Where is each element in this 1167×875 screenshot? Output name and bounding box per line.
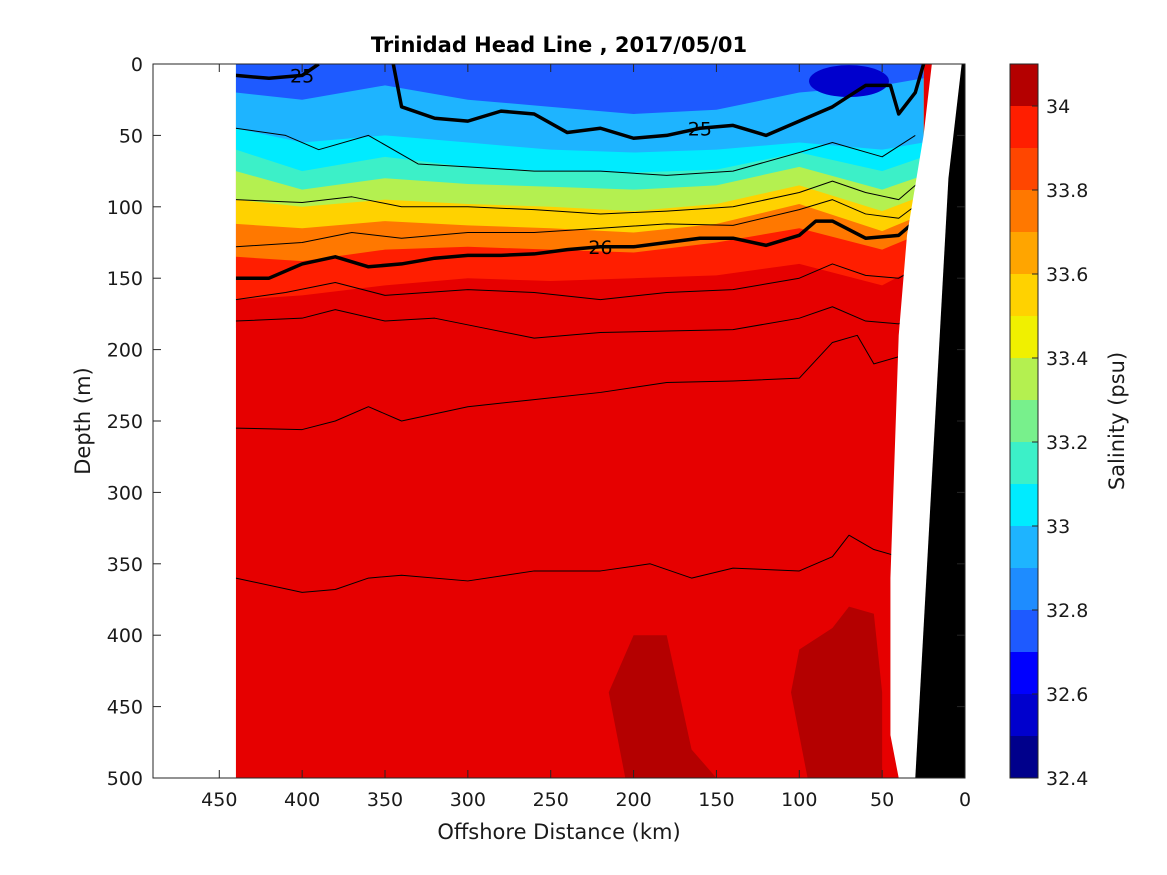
colorbar-tick-label: 33.6 <box>1046 264 1088 286</box>
high-salinity-patch-0 <box>235 371 907 778</box>
density-contour-4 <box>235 177 924 215</box>
density-contour-8 <box>235 334 916 431</box>
colorbar-swatch-top <box>1010 64 1038 106</box>
colorbar-swatch <box>1010 568 1038 610</box>
fresh-pocket-nearshore <box>809 65 889 98</box>
x-tick-label: 450 <box>201 789 237 811</box>
x-tick-label: 250 <box>533 789 569 811</box>
chart-title: Trinidad Head Line , 2017/05/01 <box>371 33 747 57</box>
colorbar-swatch <box>1010 316 1038 358</box>
plot-area: 25 25 26 <box>153 64 965 778</box>
no-data-region <box>153 64 236 778</box>
x-tick-label: 100 <box>781 789 817 811</box>
density-contour-0 <box>235 64 320 81</box>
colorbar-label: Salinity (psu) <box>1105 352 1129 490</box>
x-tick-label: 350 <box>367 789 403 811</box>
fresh-pocket-mid <box>664 73 735 98</box>
colorbar: 32.4 32.6 32.8 33 33.2 33.4 33.6 33.8 34 <box>1009 63 1088 790</box>
contour-label-0: 25 <box>290 65 314 87</box>
x-tick-label: 150 <box>698 789 734 811</box>
x-tick-label: 400 <box>284 789 320 811</box>
density-contour-1 <box>391 64 926 141</box>
x-tick-label: 300 <box>450 789 486 811</box>
colorbar-swatch <box>1010 736 1038 778</box>
x-axis-label: Offshore Distance (km) <box>437 820 680 844</box>
salinity-band-8 <box>235 64 924 114</box>
y-axis-ticks: 0 50 100 150 200 250 300 350 400 450 500 <box>107 54 965 790</box>
colorbar-swatch <box>1010 358 1038 400</box>
y-tick-label: 250 <box>107 411 143 433</box>
colorbar-tick-label: 33.8 <box>1046 180 1088 202</box>
colorbar-swatch <box>1010 274 1038 316</box>
density-contour-6 <box>235 263 924 301</box>
y-axis-label: Depth (m) <box>71 367 95 474</box>
density-contour-9 <box>235 534 899 593</box>
density-contour-5 <box>235 199 924 248</box>
colorbar-swatch <box>1010 484 1038 526</box>
colorbar-tick-label: 32.6 <box>1046 684 1088 706</box>
contour-label-2: 26 <box>588 237 612 259</box>
y-tick-label: 350 <box>107 554 143 576</box>
y-tick-label: 300 <box>107 482 143 504</box>
density-contour-7 <box>235 306 924 339</box>
colorbar-tick-label: 32.4 <box>1046 768 1088 790</box>
colorbar-swatch <box>1010 190 1038 232</box>
colorbar-swatch <box>1010 232 1038 274</box>
high-salinity-patch-2 <box>791 606 883 778</box>
y-tick-label: 150 <box>107 268 143 290</box>
y-tick-label: 500 <box>107 768 143 790</box>
density-contour-3 <box>235 127 916 176</box>
colorbar-swatch <box>1010 442 1038 484</box>
colorbar-swatch <box>1010 652 1038 694</box>
colorbar-frame <box>1009 63 1039 779</box>
density-contours: 25 25 26 <box>235 64 926 593</box>
seafloor <box>915 64 965 778</box>
y-tick-label: 100 <box>107 197 143 219</box>
y-tick-label: 200 <box>107 340 143 362</box>
density-contour-2 <box>235 212 925 280</box>
y-tick-label: 0 <box>131 54 143 76</box>
y-tick-label: 450 <box>107 697 143 719</box>
colorbar-tick-label: 33.4 <box>1046 348 1088 370</box>
x-tick-label: 0 <box>959 789 971 811</box>
colorbar-swatch <box>1010 694 1038 736</box>
colorbar-swatch <box>1010 400 1038 442</box>
high-salinity-patches <box>235 371 907 778</box>
x-tick-label: 50 <box>870 789 894 811</box>
y-tick-label: 50 <box>119 125 143 147</box>
y-tick-label: 400 <box>107 625 143 647</box>
colorbar-swatch <box>1010 610 1038 652</box>
colorbar-swatch <box>1010 526 1038 568</box>
bathymetry <box>890 64 965 778</box>
high-salinity-patch-1 <box>608 635 717 778</box>
colorbar-tick-label: 34 <box>1046 96 1070 118</box>
colorbar-swatch <box>1010 148 1038 190</box>
x-axis-ticks: 450 400 350 300 250 200 150 100 50 0 <box>201 64 971 811</box>
colorbar-tick-label: 33.2 <box>1046 432 1088 454</box>
colorbar-swatch <box>1010 106 1038 148</box>
contour-label-1: 25 <box>688 118 712 140</box>
colorbar-tick-label: 33 <box>1046 516 1070 538</box>
colorbar-tick-label: 32.8 <box>1046 600 1088 622</box>
x-tick-label: 200 <box>615 789 651 811</box>
